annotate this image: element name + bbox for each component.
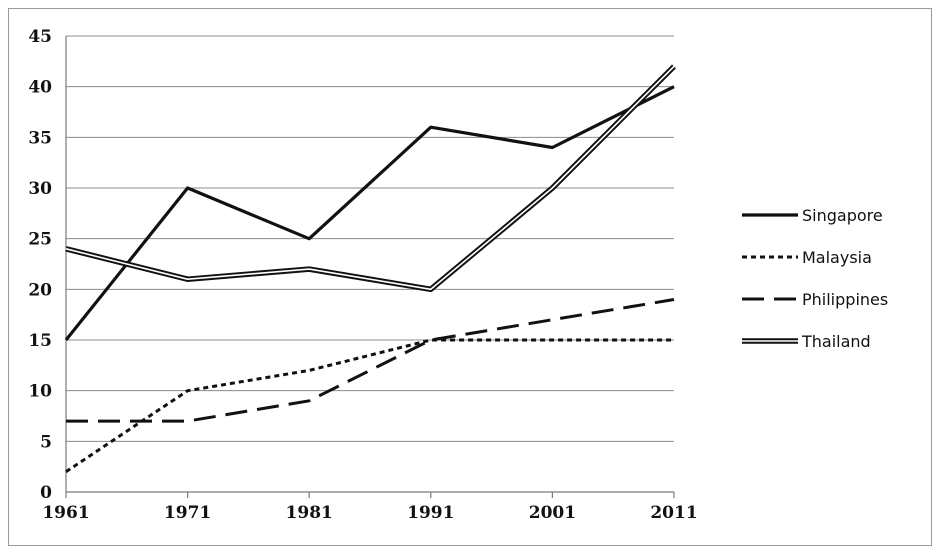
series-line-singapore <box>64 85 675 341</box>
legend-label-thailand: Thailand <box>801 332 871 351</box>
chart-border <box>8 8 932 546</box>
legend-label-singapore: Singapore <box>802 206 883 225</box>
x-tick-label: 2001 <box>529 503 576 523</box>
legend-item-singapore: Singapore <box>742 206 883 225</box>
x-tick-label: 1971 <box>164 503 211 523</box>
x-tick-label: 1981 <box>286 503 333 523</box>
y-tick-label: 25 <box>28 230 52 250</box>
y-tick-label: 45 <box>28 27 52 47</box>
line-chart: 0 5 10 15 20 25 30 35 40 45 1961 1971 1981 1991 2001 2… <box>8 8 932 546</box>
legend-label-philippines: Philippines <box>802 290 888 309</box>
legend-item-malaysia: Malaysia <box>742 248 872 267</box>
legend-label-malaysia: Malaysia <box>802 248 872 267</box>
chart-svg: 0 5 10 15 20 25 30 35 40 45 1961 1971 1981 1991 2001 2… <box>8 8 932 546</box>
x-tick-label: 1991 <box>407 503 454 523</box>
series-line-philippines <box>66 298 675 423</box>
y-tick-label: 15 <box>28 331 52 351</box>
x-tick-label: 1961 <box>42 503 89 523</box>
series-line-malaysia <box>65 338 674 473</box>
legend-item-thailand: Thailand <box>742 332 871 351</box>
y-tick-label: 35 <box>28 128 52 148</box>
legend-item-philippines: Philippines <box>742 290 888 309</box>
x-tick-labels: 1961 1971 1981 1991 2001 2011 <box>42 503 697 523</box>
y-tick-label: 20 <box>28 280 52 300</box>
x-tick-label: 2011 <box>650 503 697 523</box>
gridlines <box>66 35 674 442</box>
y-tick-label: 0 <box>40 483 52 503</box>
y-tick-label: 40 <box>28 78 52 98</box>
series-line-thailand-inner <box>65 65 675 291</box>
y-tick-label: 30 <box>28 179 52 199</box>
y-tick-labels: 0 5 10 15 20 25 30 35 40 45 <box>28 27 52 503</box>
legend: Singapore Malaysia Philippines Thailand <box>742 206 888 351</box>
y-tick-label: 10 <box>28 382 52 402</box>
axes <box>65 36 675 498</box>
series-lines <box>64 64 676 473</box>
y-tick-label: 5 <box>40 432 52 452</box>
